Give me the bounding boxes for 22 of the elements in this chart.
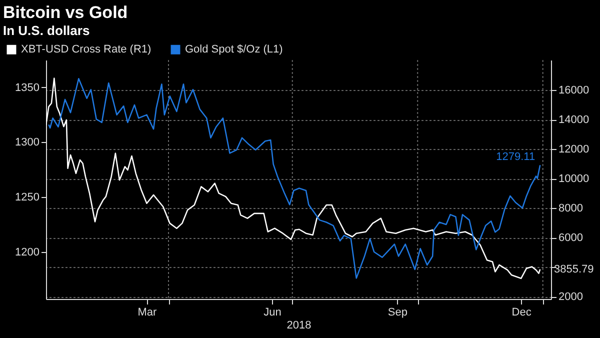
- chart-title: Bitcoin vs Gold: [3, 3, 128, 22]
- x-tick-label: Dec: [512, 306, 532, 318]
- legend-label: XBT-USD Cross Rate (R1): [21, 44, 152, 56]
- x-tick-label: Mar: [138, 306, 158, 318]
- x-tick-label: Sep: [388, 306, 408, 318]
- x-axis-title: 2018: [286, 320, 312, 332]
- chart-subtitle: In U.S. dollars: [3, 23, 90, 38]
- y-tick-label: 1350: [15, 82, 40, 94]
- y2-tick-label: 14000: [558, 114, 590, 126]
- y-tick-label: 1200: [15, 246, 40, 258]
- x-tick-label: Jun: [264, 306, 282, 318]
- y2-tick-label: 10000: [558, 173, 590, 186]
- y2-tick-label: 2000: [558, 291, 583, 304]
- data-label: 1279.11: [496, 151, 536, 164]
- legend-label: Gold Spot $/Oz (L1): [185, 44, 283, 56]
- y2-tick-label: 6000: [558, 232, 583, 244]
- data-label: 3855.79: [554, 263, 594, 276]
- y2-tick-label: 16000: [558, 84, 590, 96]
- y-tick-label: 1300: [15, 136, 40, 149]
- y-tick-label: 1250: [15, 192, 40, 204]
- y2-tick-label: 12000: [558, 144, 590, 156]
- y2-tick-label: 8000: [558, 202, 583, 215]
